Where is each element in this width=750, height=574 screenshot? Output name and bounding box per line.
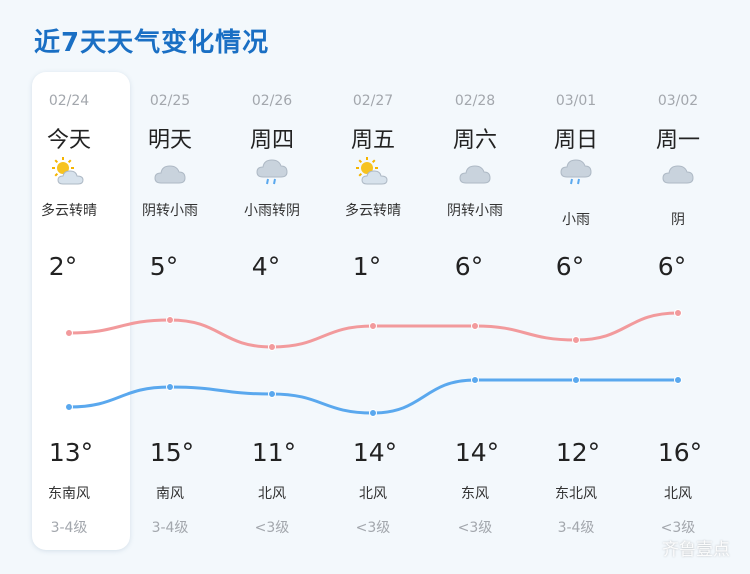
high-temp-label: 4° [251,252,281,281]
weather-desc: 阴转小雨 [447,203,503,219]
high-temp-label: 2° [48,252,78,281]
wind-direction: 北风 [359,486,387,502]
high-temp-label: 6° [657,252,687,281]
weather-desc: 多云转晴 [345,203,401,219]
day-date: 03/01 [555,93,597,109]
day-column: 02/24 今天 多云转晴 2° 13° 东南风 3-4级 [20,0,118,574]
day-name: 周一 [655,128,700,153]
low-temp-point [674,376,682,384]
day-date: 02/25 [149,93,191,109]
wind-direction: 南风 [156,486,184,502]
low-temp-point [268,390,276,398]
wind-direction: 北风 [258,486,286,502]
cloudy-icon [457,157,493,187]
high-temp-label: 6° [454,252,484,281]
high-temp-label: 6° [555,252,585,281]
high-temp-point [471,322,479,330]
page-title: 近7天天气变化情况 [34,28,270,58]
low-temp-point [166,383,174,391]
weather-desc: 阴 [671,212,685,228]
day-name: 今天 [46,128,91,153]
weather-desc: 小雨转阴 [244,203,300,219]
low-temp-label: 14° [454,438,500,467]
day-name: 明天 [147,128,192,153]
wind-direction: 北风 [664,486,692,502]
day-date: 03/02 [657,93,699,109]
wind-level: <3级 [254,520,290,536]
low-temp-label: 11° [251,438,297,467]
wind-level: <3级 [355,520,391,536]
day-name: 周六 [452,128,497,153]
day-date: 02/28 [454,93,496,109]
wind-level: 3-4级 [151,520,189,536]
cloudy-icon [152,157,188,187]
low-temp-point [471,376,479,384]
high-temp-point [65,329,73,337]
weather-desc: 多云转晴 [41,203,97,219]
day-name: 周日 [553,128,598,153]
high-temp-label: 1° [352,252,382,281]
day-column: 03/01 周日 小雨 6° 12° 东北风 3-4级 [527,0,625,574]
wind-direction: 东南风 [48,486,90,502]
light-rain-icon [254,157,290,187]
wind-direction: 东风 [461,486,489,502]
weather-desc: 小雨 [562,212,590,228]
low-temp-point [369,409,377,417]
day-column: 02/25 明天 阴转小雨 5° 15° 南风 3-4级 [121,0,219,574]
low-temp-line [68,378,678,415]
low-temp-point [572,376,580,384]
high-temp-point [268,343,276,351]
low-temp-label: 12° [555,438,601,467]
cloudy-icon [660,157,696,187]
low-temp-label: 13° [48,438,94,467]
high-temp-point [369,322,377,330]
partly-cloudy-icon [355,157,391,187]
weather-desc: 阴转小雨 [142,203,198,219]
wind-level: <3级 [457,520,493,536]
day-column: 03/02 周一 阴 6° 16° 北风 <3级 [629,0,727,574]
today-card [32,72,130,550]
wind-level: 3-4级 [50,520,88,536]
low-temp-point [65,403,73,411]
watermark: 齐鲁壹点 [662,540,730,560]
high-temp-label: 5° [149,252,179,281]
low-temp-label: 16° [657,438,703,467]
wind-direction: 东北风 [555,486,597,502]
light-rain-icon [558,157,594,187]
day-date: 02/24 [48,93,90,109]
day-column: 02/27 周五 多云转晴 1° 14° 北风 <3级 [324,0,422,574]
high-temp-point [572,336,580,344]
day-column: 02/26 周四 小雨转阴 4° 11° 北风 <3级 [223,0,321,574]
low-temp-label: 15° [149,438,195,467]
low-temp-label: 14° [352,438,398,467]
day-column: 02/28 周六 阴转小雨 6° 14° 东风 <3级 [426,0,524,574]
wind-level: <3级 [660,520,696,536]
day-name: 周四 [249,128,294,153]
partly-cloudy-icon [51,157,87,187]
high-temp-line [68,311,679,349]
wind-level: 3-4级 [557,520,595,536]
high-temp-point [166,316,174,324]
day-date: 02/27 [352,93,394,109]
high-temp-point [674,309,682,317]
day-name: 周五 [350,128,395,153]
day-date: 02/26 [251,93,293,109]
